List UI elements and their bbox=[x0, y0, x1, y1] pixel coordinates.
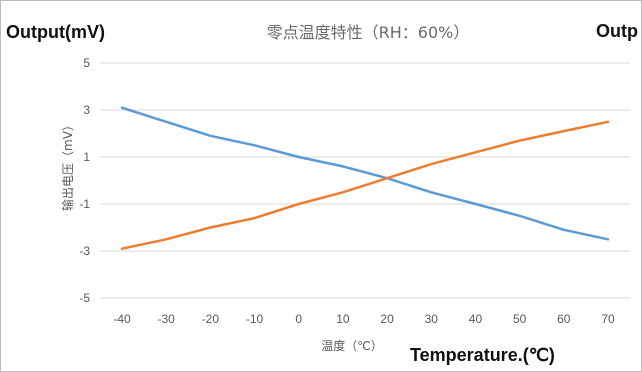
y-axis-english-label-right: Outp bbox=[596, 21, 638, 41]
x-tick-label: 50 bbox=[513, 312, 527, 326]
series-line-1 bbox=[120, 106, 610, 241]
chart-title: 零点温度特性（RH：60%） bbox=[267, 23, 470, 42]
y-tick-label: 5 bbox=[83, 56, 90, 70]
x-tick-label: 10 bbox=[336, 312, 350, 326]
y-tick-label: -1 bbox=[79, 197, 90, 211]
x-tick-label: 30 bbox=[425, 312, 439, 326]
y-axis-label: 输出电压（mV） bbox=[60, 119, 75, 211]
x-tick-label: 70 bbox=[601, 312, 615, 326]
series-layer bbox=[120, 106, 610, 250]
x-tick-label: 40 bbox=[469, 312, 483, 326]
y-tick-label: 1 bbox=[83, 150, 90, 164]
series-line-2 bbox=[120, 120, 610, 250]
y-tick-label: -3 bbox=[79, 244, 90, 258]
x-tick-label: 20 bbox=[380, 312, 394, 326]
x-axis-english-label: Temperature.(℃) bbox=[410, 345, 555, 365]
x-tick-label: -20 bbox=[202, 312, 220, 326]
x-tick-label: 0 bbox=[295, 312, 302, 326]
tick-layer: 5 3 1 -1 -3 -5 -40 -30 -20 -10 0 10 20 30 40 50 60 70 bbox=[79, 56, 615, 326]
x-tick-label: -10 bbox=[246, 312, 264, 326]
y-axis-english-label: Output(mV) bbox=[6, 22, 105, 42]
x-tick-label: -40 bbox=[113, 312, 131, 326]
y-tick-label: 3 bbox=[83, 103, 90, 117]
x-tick-label: 60 bbox=[557, 312, 571, 326]
x-tick-label: -30 bbox=[158, 312, 176, 326]
grid-layer bbox=[100, 62, 630, 299]
y-tick-label: -5 bbox=[79, 291, 90, 305]
x-axis-label: 温度（℃） bbox=[321, 338, 382, 353]
